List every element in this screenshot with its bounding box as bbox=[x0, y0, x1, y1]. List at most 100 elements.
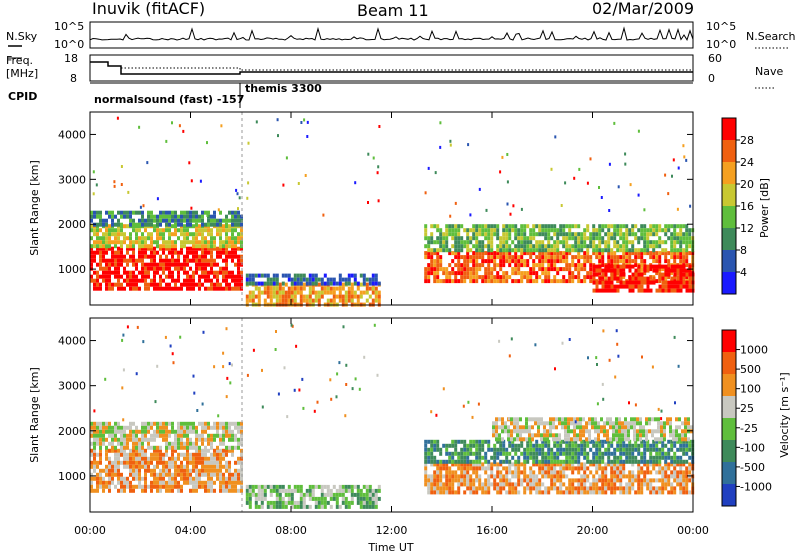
velocity-cell bbox=[577, 486, 581, 491]
power-cell bbox=[126, 244, 129, 249]
power-cell bbox=[592, 288, 596, 293]
power-cell bbox=[320, 290, 324, 295]
power-cell bbox=[186, 258, 189, 263]
velocity-cell bbox=[475, 466, 479, 471]
power-cell bbox=[610, 272, 614, 277]
velocity-cell bbox=[153, 452, 156, 457]
velocity-cell bbox=[240, 421, 243, 426]
power-cell bbox=[490, 224, 494, 229]
velocity-cell bbox=[156, 456, 159, 461]
velocity-cell bbox=[210, 441, 213, 446]
velocity-cell bbox=[311, 488, 315, 493]
velocity-cell bbox=[637, 478, 641, 483]
velocity-cell bbox=[655, 439, 659, 444]
velocity-cell bbox=[520, 470, 524, 475]
velocity-cell bbox=[565, 466, 569, 471]
velocity-cell bbox=[649, 455, 653, 460]
velocity-cell bbox=[553, 474, 557, 479]
power-cell bbox=[586, 248, 590, 253]
velocity-cell bbox=[365, 488, 369, 493]
power-cell bbox=[478, 275, 482, 280]
velocity-cell bbox=[222, 456, 225, 461]
power-cell bbox=[568, 271, 572, 276]
velocity-cell bbox=[445, 486, 449, 491]
power-cell bbox=[192, 214, 195, 219]
velocity-cell bbox=[102, 484, 105, 489]
velocity-cell bbox=[302, 500, 306, 505]
power-cell bbox=[532, 228, 536, 233]
power-cell bbox=[424, 224, 428, 229]
velocity-cell bbox=[607, 455, 611, 460]
power-cell bbox=[541, 255, 545, 260]
velocity-cell bbox=[296, 488, 300, 493]
power-cell bbox=[655, 224, 659, 229]
velocity-cell bbox=[445, 462, 449, 467]
power-cell bbox=[192, 282, 195, 287]
power-cell bbox=[281, 273, 285, 278]
power-cell bbox=[685, 228, 689, 233]
power-cell bbox=[356, 286, 360, 291]
power-cell bbox=[424, 267, 428, 272]
velocity-cell bbox=[607, 478, 611, 483]
power-cell bbox=[487, 224, 491, 229]
power-cell bbox=[604, 240, 608, 245]
velocity-cell bbox=[604, 482, 608, 487]
power-cell bbox=[622, 264, 626, 269]
velocity-cell bbox=[174, 464, 177, 469]
power-cell bbox=[499, 244, 503, 249]
power-cell bbox=[231, 286, 234, 291]
power-cell bbox=[445, 248, 449, 253]
velocity-cell bbox=[240, 437, 243, 442]
velocity-cell bbox=[275, 488, 279, 493]
velocity-cell bbox=[640, 466, 644, 471]
power-cell bbox=[174, 218, 177, 223]
velocity-cell bbox=[448, 459, 452, 464]
power-cell bbox=[192, 224, 195, 229]
power-cell bbox=[508, 232, 512, 237]
power-cell bbox=[219, 250, 222, 255]
power-cell bbox=[463, 263, 467, 268]
power-cell bbox=[472, 244, 476, 249]
velocity-cell bbox=[594, 417, 597, 422]
velocity-cell bbox=[481, 490, 485, 495]
velocity-cell bbox=[598, 451, 602, 456]
power-cell bbox=[652, 268, 656, 273]
velocity-cell bbox=[673, 466, 677, 471]
power-cell bbox=[562, 224, 566, 229]
velocity-cell bbox=[93, 445, 96, 450]
velocity-cell bbox=[580, 447, 584, 452]
power-cell bbox=[550, 244, 554, 249]
velocity-cell bbox=[99, 472, 102, 477]
velocity-cell bbox=[598, 459, 602, 464]
power-cell bbox=[341, 286, 345, 291]
velocity-cell bbox=[556, 447, 560, 452]
velocity-cell bbox=[126, 441, 129, 446]
velocity-cell bbox=[427, 439, 431, 444]
power-cell bbox=[430, 248, 434, 253]
power-cell bbox=[625, 255, 629, 260]
freq-panel bbox=[89, 54, 694, 82]
colorbar-tick-label: 28 bbox=[740, 134, 754, 147]
velocity-cell bbox=[111, 460, 114, 465]
velocity-cell bbox=[302, 492, 306, 497]
velocity-cell bbox=[171, 456, 174, 461]
velocity-cell bbox=[532, 474, 536, 479]
velocity-cell bbox=[266, 484, 270, 489]
power-cell bbox=[90, 218, 93, 223]
power-cell bbox=[254, 294, 258, 299]
velocity-cell bbox=[673, 478, 677, 483]
velocity-cell bbox=[556, 455, 560, 460]
velocity-cell bbox=[135, 472, 138, 477]
velocity-cell bbox=[344, 496, 348, 501]
velocity-cell bbox=[219, 472, 222, 477]
velocity-cell bbox=[679, 462, 683, 467]
power-cell bbox=[436, 240, 440, 245]
power-cell bbox=[672, 158, 675, 162]
velocity-cell bbox=[498, 339, 501, 343]
velocity-cell bbox=[198, 484, 201, 489]
velocity-cell bbox=[607, 482, 611, 487]
velocity-cell bbox=[210, 437, 213, 442]
velocity-cell bbox=[359, 500, 363, 505]
power-cell bbox=[625, 264, 629, 269]
velocity-cell bbox=[240, 480, 243, 485]
